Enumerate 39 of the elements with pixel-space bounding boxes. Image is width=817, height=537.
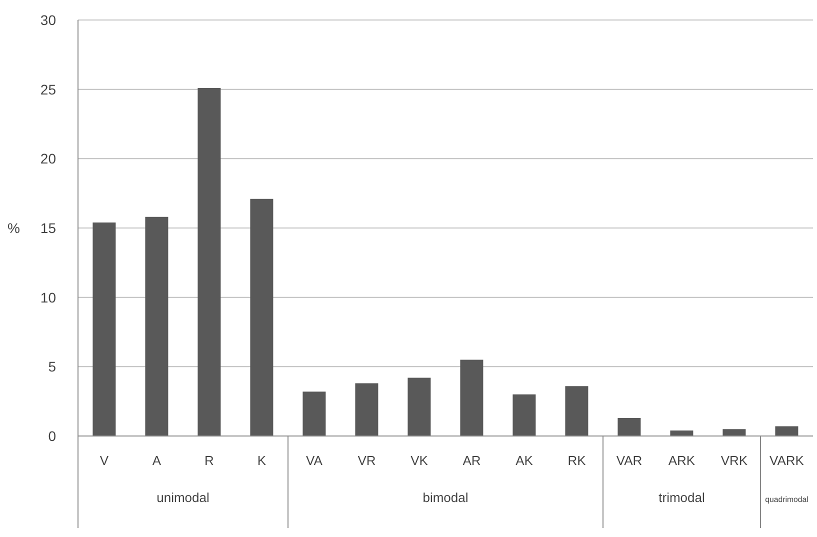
y-tick-label: 5 <box>48 358 56 375</box>
y-tick-label: 15 <box>40 220 56 236</box>
x-tick-label: VAR <box>616 453 642 468</box>
x-tick-label: VR <box>358 453 376 468</box>
text: trimodal <box>658 490 705 505</box>
y-axis-title: % <box>8 220 20 236</box>
y-tick-label: 20 <box>40 150 56 167</box>
x-tick-label: VA <box>306 453 323 468</box>
bar <box>460 360 484 436</box>
bar <box>198 88 221 436</box>
x-tick-label: V <box>100 453 109 468</box>
x-tick-label: VARK <box>770 453 804 468</box>
bar <box>722 429 746 436</box>
bar <box>670 430 694 436</box>
bar <box>92 222 116 436</box>
text: unimodal <box>156 490 210 505</box>
bar <box>250 198 274 436</box>
x-tick-label: AR <box>462 453 481 468</box>
y-tick-label: 25 <box>40 81 56 98</box>
bar <box>775 426 798 436</box>
x-tick-label: VK <box>410 453 428 468</box>
y-tick-label: 10 <box>40 289 56 306</box>
bar <box>512 394 536 436</box>
x-tick-label: AK <box>516 453 534 468</box>
x-tick-label: A <box>152 453 162 468</box>
text: bimodal <box>422 490 468 505</box>
x-tick-label: ARK <box>668 453 696 468</box>
bar <box>145 216 168 436</box>
bar <box>408 378 431 436</box>
x-tick-label: RK <box>568 453 586 468</box>
y-tick-label: 0 <box>48 428 56 444</box>
x-tick-label: R <box>204 453 214 468</box>
bar <box>355 383 378 436</box>
y-tick-label: 30 <box>40 12 56 28</box>
bar <box>302 392 326 436</box>
bar <box>565 386 588 436</box>
x-tick-label: K <box>257 453 266 468</box>
bar <box>618 418 641 436</box>
x-tick-label: VRK <box>720 453 748 468</box>
